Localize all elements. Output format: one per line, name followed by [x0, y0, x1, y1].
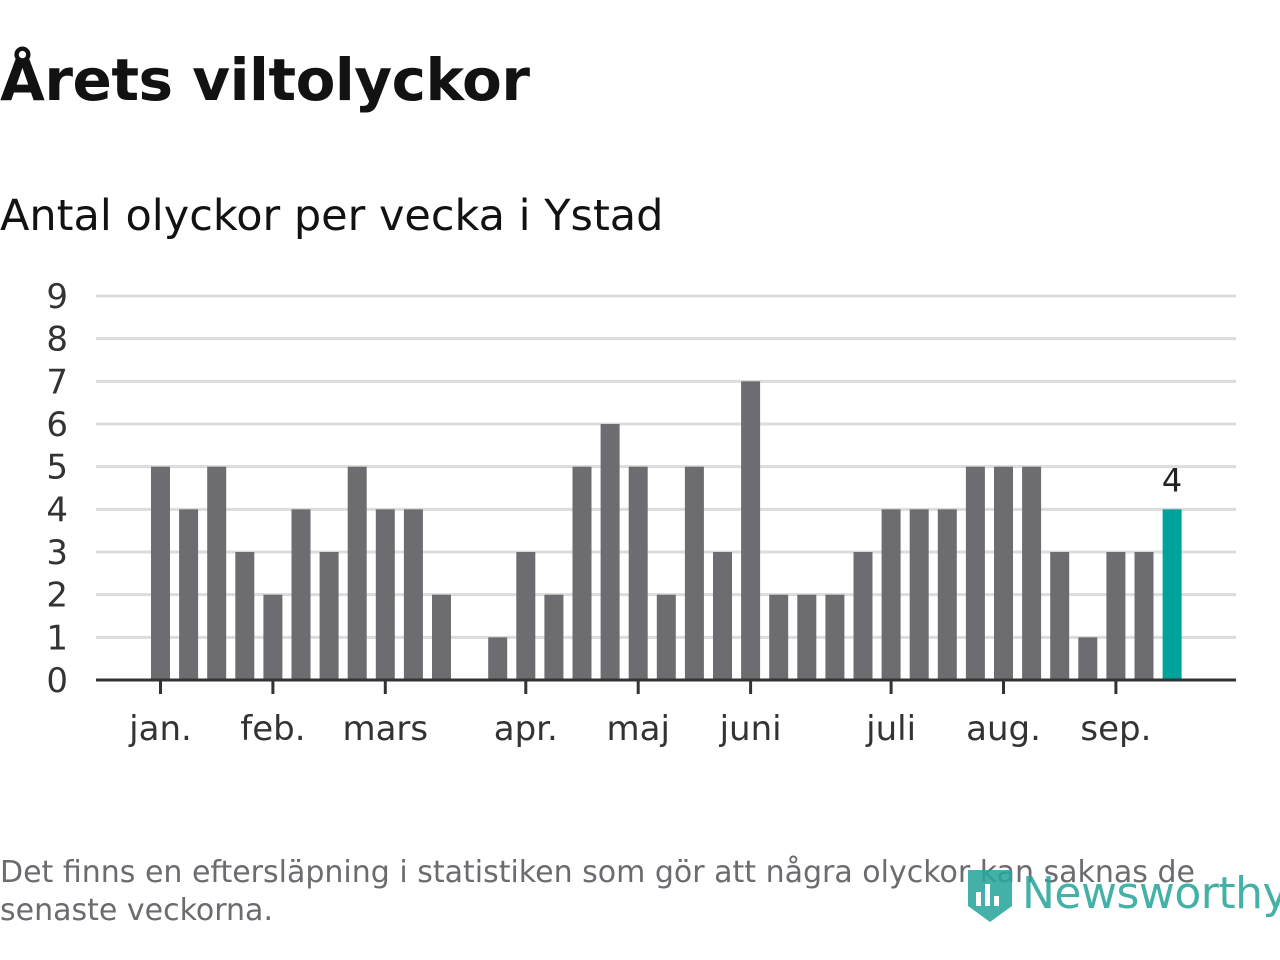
bar [713, 552, 732, 680]
chart-title: Årets viltolyckor [0, 46, 530, 114]
bar [235, 552, 255, 680]
bar-chart-shield-icon [968, 870, 1012, 922]
bar [741, 381, 761, 680]
bar [207, 466, 227, 680]
bar [432, 594, 451, 680]
month-label: juni [719, 709, 782, 749]
bar [684, 466, 704, 680]
annotations: 4 [1162, 461, 1182, 499]
bar [1022, 466, 1042, 680]
bar [1134, 552, 1154, 680]
y-tick-label: 7 [46, 362, 68, 402]
bar [572, 466, 592, 680]
bar [937, 509, 957, 680]
month-label: jan. [128, 709, 192, 749]
month-labels: jan. feb. mars apr. maj juni juli aug. sep. [128, 709, 1151, 749]
bar [1106, 552, 1126, 680]
bar [769, 594, 789, 680]
x-axis [96, 678, 1236, 694]
month-label: sep. [1080, 709, 1151, 749]
bar [375, 509, 395, 680]
bars [151, 381, 1182, 680]
bar [600, 424, 620, 680]
bar [881, 509, 901, 680]
y-tick-label: 6 [46, 405, 68, 445]
bar [825, 594, 845, 680]
month-label: aug. [966, 709, 1041, 749]
brand-name: Newsworthy [1022, 868, 1280, 919]
bar [179, 509, 199, 680]
month-label: juli [865, 709, 916, 749]
y-tick-label: 5 [46, 448, 68, 488]
grid-lines [96, 294, 1236, 639]
month-label: feb. [240, 709, 305, 749]
bar [151, 466, 170, 680]
bar [263, 594, 283, 680]
bar [1050, 552, 1070, 680]
bar [403, 509, 423, 680]
bar [488, 637, 508, 680]
y-tick-label: 3 [46, 533, 68, 573]
bar [909, 509, 929, 680]
month-label: maj [606, 709, 669, 749]
y-tick-label: 8 [46, 320, 68, 360]
bar [1078, 637, 1098, 680]
bar [544, 594, 564, 680]
bar-highlight [1162, 509, 1182, 680]
y-tick-label: 4 [46, 490, 68, 530]
y-tick-label: 9 [46, 277, 68, 317]
highlight-value-label: 4 [1162, 461, 1182, 499]
bar [291, 509, 311, 680]
bar [797, 594, 817, 680]
bar [516, 552, 536, 680]
month-label: mars [342, 709, 428, 749]
month-label: apr. [494, 709, 558, 749]
bar [994, 466, 1013, 680]
y-tick-label: 0 [46, 661, 68, 701]
bar [319, 552, 339, 680]
bar [965, 466, 985, 680]
bar [347, 466, 367, 680]
y-tick-label: 1 [46, 618, 68, 658]
chart-subtitle: Antal olyckor per vecka i Ystad [0, 191, 664, 241]
bar [628, 466, 648, 680]
bar [656, 594, 676, 680]
bar [853, 552, 873, 680]
y-tick-label: 2 [46, 576, 68, 616]
brand-logo: Newsworthy [964, 862, 1280, 926]
